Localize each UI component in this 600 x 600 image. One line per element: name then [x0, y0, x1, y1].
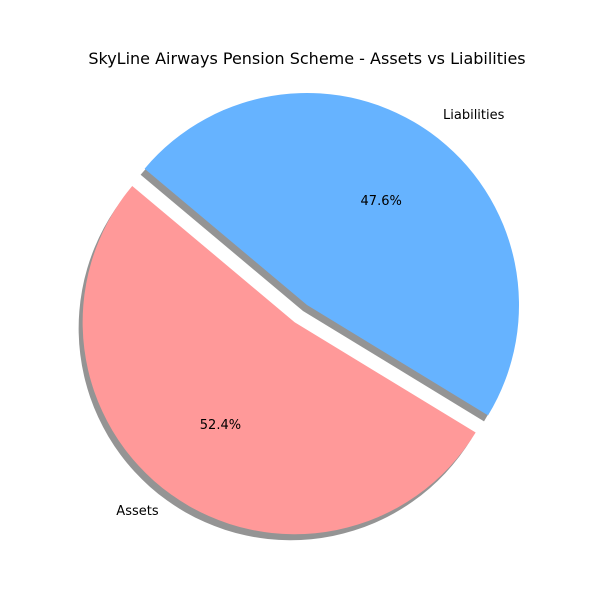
- chart-title: SkyLine Airways Pension Scheme - Assets …: [88, 49, 525, 68]
- percent-label-liabilities: 47.6%: [361, 194, 402, 209]
- slice-label-liabilities: Liabilities: [443, 108, 505, 123]
- percent-label-assets: 52.4%: [200, 418, 241, 433]
- pie-slice-liabilities: [144, 92, 520, 416]
- slice-label-assets: Assets: [116, 504, 159, 519]
- pie-labels: Assets 52.4% Liabilities 47.6%: [116, 108, 504, 519]
- pie-slices: [82, 92, 520, 535]
- pie-slice-assets: [82, 185, 476, 535]
